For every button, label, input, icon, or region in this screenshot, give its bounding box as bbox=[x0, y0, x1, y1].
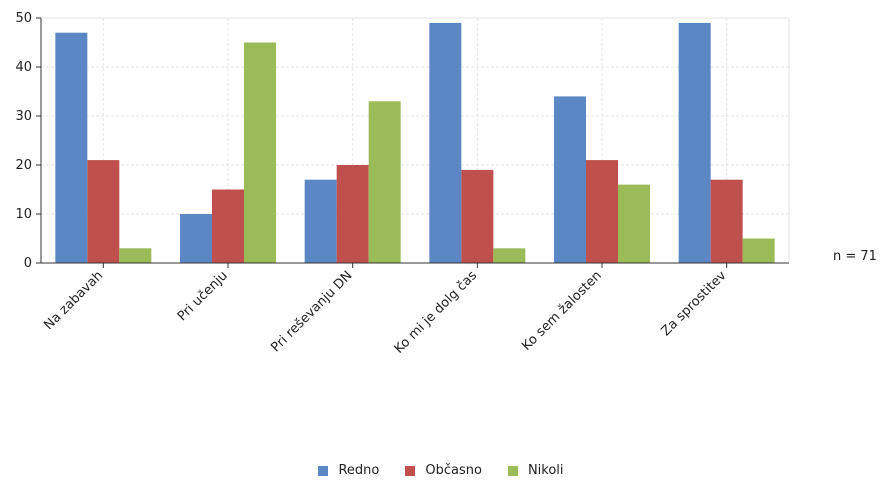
legend-item-redno[interactable]: Redno bbox=[318, 463, 379, 478]
bar[interactable] bbox=[678, 22, 711, 264]
x-tick-label: Za sprostitev bbox=[659, 268, 730, 339]
bar[interactable] bbox=[742, 238, 775, 264]
bar[interactable] bbox=[180, 214, 212, 263]
y-tick-label: 40 bbox=[15, 60, 32, 75]
y-tick-label: 50 bbox=[15, 11, 32, 26]
y-tick-label: 10 bbox=[15, 207, 32, 222]
bar[interactable] bbox=[336, 165, 369, 263]
bar[interactable] bbox=[493, 248, 526, 263]
y-tick-label: 20 bbox=[15, 158, 32, 173]
gridlines bbox=[41, 17, 789, 263]
bar[interactable] bbox=[461, 169, 494, 263]
bar[interactable] bbox=[586, 160, 618, 263]
plot-area bbox=[40, 17, 790, 264]
x-tick-label: Pri učenju bbox=[175, 268, 231, 324]
legend-swatch-nikoli bbox=[507, 465, 518, 476]
legend-label-nikoli: Nikoli bbox=[527, 463, 564, 478]
bar[interactable] bbox=[618, 184, 650, 263]
bar[interactable] bbox=[710, 179, 743, 263]
bar[interactable] bbox=[212, 189, 244, 264]
bar[interactable] bbox=[119, 248, 152, 263]
x-tick-label: Na zabavah bbox=[41, 268, 106, 333]
sample-size-note: n = 71 bbox=[833, 249, 877, 264]
legend: Redno Občasno Nikoli bbox=[0, 463, 882, 478]
bar-chart: 0 10 20 30 40 50 Na zabavah Pri učenju Pri reše… bbox=[15, 11, 790, 357]
legend-item-nikoli[interactable]: Nikoli bbox=[507, 463, 564, 478]
bar[interactable] bbox=[304, 179, 337, 263]
bar[interactable] bbox=[429, 22, 462, 264]
bars bbox=[55, 22, 775, 264]
x-tick-label: Ko mi je dolg čas bbox=[392, 268, 481, 357]
x-tick-label: Ko sem žalosten bbox=[519, 268, 605, 354]
y-axis: 0 10 20 30 40 50 bbox=[15, 11, 42, 271]
bar[interactable] bbox=[244, 42, 276, 264]
bar[interactable] bbox=[55, 32, 88, 264]
y-tick-label: 30 bbox=[15, 109, 32, 124]
legend-label-redno: Redno bbox=[338, 463, 380, 478]
legend-swatch-redno bbox=[318, 465, 329, 476]
legend-swatch-obcasno bbox=[405, 465, 416, 476]
x-axis: Na zabavah Pri učenju Pri reševanju DN Ko m… bbox=[41, 262, 789, 357]
x-tick-label: Pri reševanju DN bbox=[268, 268, 355, 355]
y-tick-label: 0 bbox=[24, 256, 32, 271]
bar[interactable] bbox=[368, 101, 401, 263]
bar[interactable] bbox=[554, 96, 586, 264]
bar[interactable] bbox=[87, 160, 120, 263]
legend-item-obcasno[interactable]: Občasno bbox=[405, 463, 482, 478]
legend-label-obcasno: Občasno bbox=[425, 463, 482, 478]
